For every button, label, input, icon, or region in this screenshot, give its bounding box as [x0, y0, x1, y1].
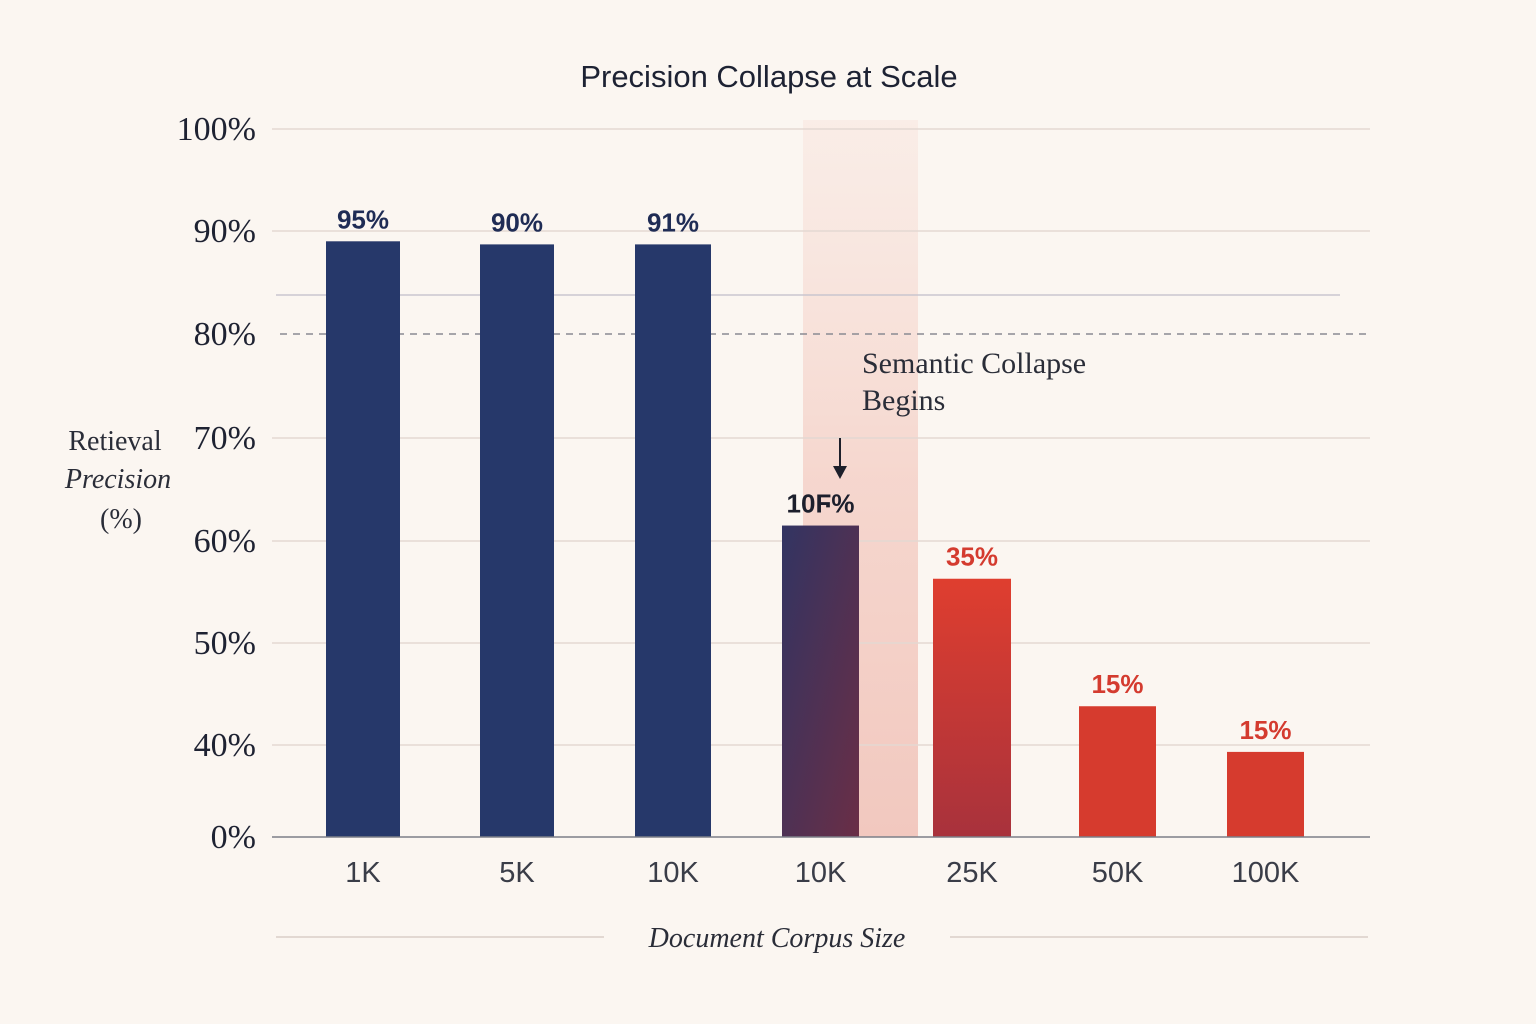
x-axis-label: Document Corpus Size	[648, 923, 906, 954]
bar-6	[1079, 706, 1156, 837]
y-axis-label-line-1: Retieval	[68, 426, 162, 457]
data-label-4: 10Ϝ%	[787, 489, 855, 519]
bar-5	[933, 578, 1011, 837]
data-label-2: 90%	[491, 207, 543, 237]
y-tick-label: 60%	[194, 523, 256, 560]
data-label-7: 15%	[1239, 715, 1291, 745]
y-axis-label-line-3: (%)	[100, 504, 142, 535]
y-tick-label: 0%	[211, 819, 256, 856]
y-axis-ticks: 0% 40% 50% 60% 70% 80% 90% 100%	[177, 111, 256, 856]
x-tick-label-1: 1K	[345, 857, 381, 889]
x-tick-label-4: 10K	[795, 857, 847, 889]
data-labels: 95% 90% 91% 10Ϝ% 35% 15% 15%	[337, 204, 1292, 745]
x-axis-ticks: 1K 5K 10K 10K 25K 50K 100K	[345, 857, 1300, 889]
y-tick-label: 100%	[177, 111, 256, 148]
bar-4	[782, 525, 859, 837]
data-label-5: 35%	[946, 542, 998, 572]
bar-7	[1227, 751, 1304, 837]
x-tick-label-5: 25K	[946, 857, 998, 889]
y-tick-label: 90%	[194, 213, 256, 250]
bar-3	[635, 244, 711, 837]
bar-2	[480, 244, 554, 837]
annotation-line-2: Begins	[862, 384, 945, 417]
x-tick-label-7: 100K	[1232, 857, 1300, 889]
bars	[326, 241, 1304, 838]
y-tick-label: 80%	[194, 316, 256, 353]
data-label-6: 15%	[1091, 669, 1143, 699]
annotation-line-1: Semantic Collapse	[862, 347, 1086, 380]
annotation-arrow	[833, 438, 847, 479]
x-tick-label-6: 50K	[1092, 857, 1144, 889]
y-axis-label-line-2: Precision	[64, 464, 171, 495]
y-tick-label: 40%	[194, 727, 256, 764]
bar-1	[326, 241, 400, 838]
y-tick-label: 70%	[194, 420, 256, 457]
y-tick-label: 50%	[194, 625, 256, 662]
chart-title: Precision Collapse at Scale	[580, 59, 957, 94]
x-tick-label-2: 5K	[499, 857, 535, 889]
data-label-1: 95%	[337, 204, 389, 234]
x-tick-label-3: 10K	[647, 857, 699, 889]
data-label-3: 91%	[647, 207, 699, 237]
